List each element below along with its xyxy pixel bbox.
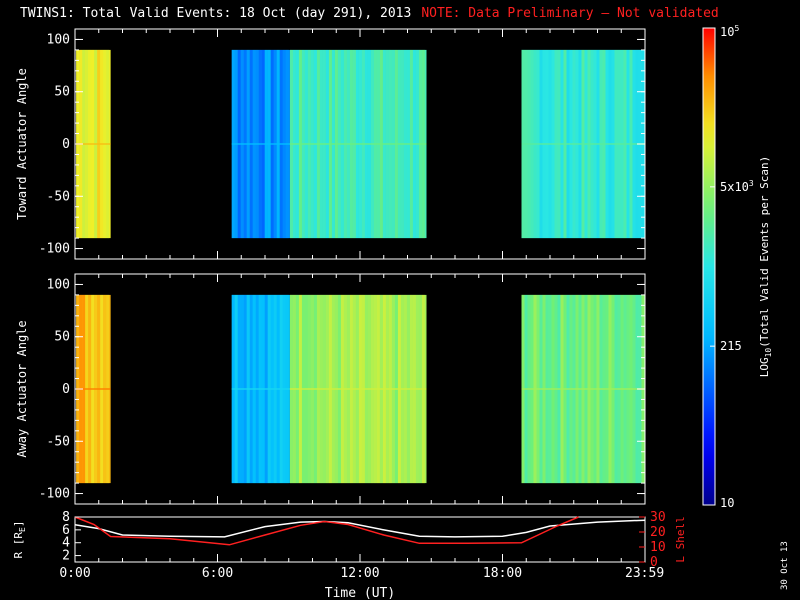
- right-y-tick-label: 10: [650, 540, 666, 555]
- heatmap-segment: [289, 49, 427, 239]
- y-tick-label: 0: [62, 137, 70, 152]
- right-y-tick-label: 0: [650, 555, 658, 570]
- y-tick-label: -50: [47, 189, 70, 204]
- x-tick-label: 6:00: [202, 566, 233, 581]
- heatmap-segment: [231, 294, 290, 484]
- zero-band: [289, 143, 427, 145]
- colorbar: [702, 27, 716, 506]
- colorbar-tick-label: 10: [720, 496, 734, 510]
- colorbar-tick-label: 215: [720, 339, 742, 353]
- x-tick-label: 23:59: [625, 566, 664, 581]
- y-axis-label: Away Actuator Angle: [15, 320, 29, 457]
- zero-band: [521, 388, 645, 390]
- zero-band: [76, 388, 111, 390]
- heatmap-segment: [521, 49, 645, 239]
- left-y-tick-label: 2: [62, 549, 70, 564]
- colorbar-tick-label: 5x103: [720, 179, 754, 194]
- y-tick-label: -100: [39, 487, 70, 502]
- colorbar-label: LOG10(Total Valid Events per Scan): [758, 156, 773, 378]
- chart-title: TWINS1: Total Valid Events: 18 Oct (day …: [20, 6, 719, 21]
- left-y-tick-label: 4: [62, 536, 70, 551]
- y-tick-label: -50: [47, 434, 70, 449]
- zero-band: [231, 388, 290, 390]
- y-tick-label: 0: [62, 382, 70, 397]
- left-axis-label: R [RE]: [12, 521, 27, 559]
- y-tick-label: 50: [54, 85, 70, 100]
- preliminary-note: NOTE: Data Preliminary — Not validated: [421, 6, 719, 21]
- y-axis-label: Toward Actuator Angle: [15, 68, 29, 220]
- right-y-tick-label: 30: [650, 510, 666, 525]
- right-y-tick-label: 20: [650, 525, 666, 540]
- date-stamp: 30 Oct 13: [780, 541, 790, 590]
- x-tick-label: 18:00: [483, 566, 522, 581]
- y-tick-label: -100: [39, 242, 70, 257]
- left-y-tick-label: 6: [62, 523, 70, 538]
- heatmap-segment: [231, 49, 290, 239]
- x-tick-label: 12:00: [340, 566, 379, 581]
- heatmap-segment: [289, 294, 427, 484]
- heatmap-segment: [76, 49, 111, 239]
- left-y-tick-label: 8: [62, 510, 70, 525]
- y-tick-label: 100: [47, 277, 70, 292]
- x-axis-label: Time (UT): [325, 586, 395, 600]
- l-shell-line: [74, 516, 579, 546]
- right-axis-label: L Shell: [674, 516, 687, 562]
- zero-band: [76, 143, 111, 145]
- title-text: TWINS1: Total Valid Events: 18 Oct (day …: [20, 6, 412, 21]
- zero-band: [231, 143, 290, 145]
- heatmap-segment: [521, 294, 645, 484]
- zero-band: [289, 388, 427, 390]
- colorbar-tick-label: 105: [720, 24, 739, 39]
- y-tick-label: 100: [47, 32, 70, 47]
- zero-band: [521, 143, 645, 145]
- x-tick-label: 0:00: [59, 566, 90, 581]
- y-tick-label: 50: [54, 330, 70, 345]
- r-distance-line: [74, 519, 646, 538]
